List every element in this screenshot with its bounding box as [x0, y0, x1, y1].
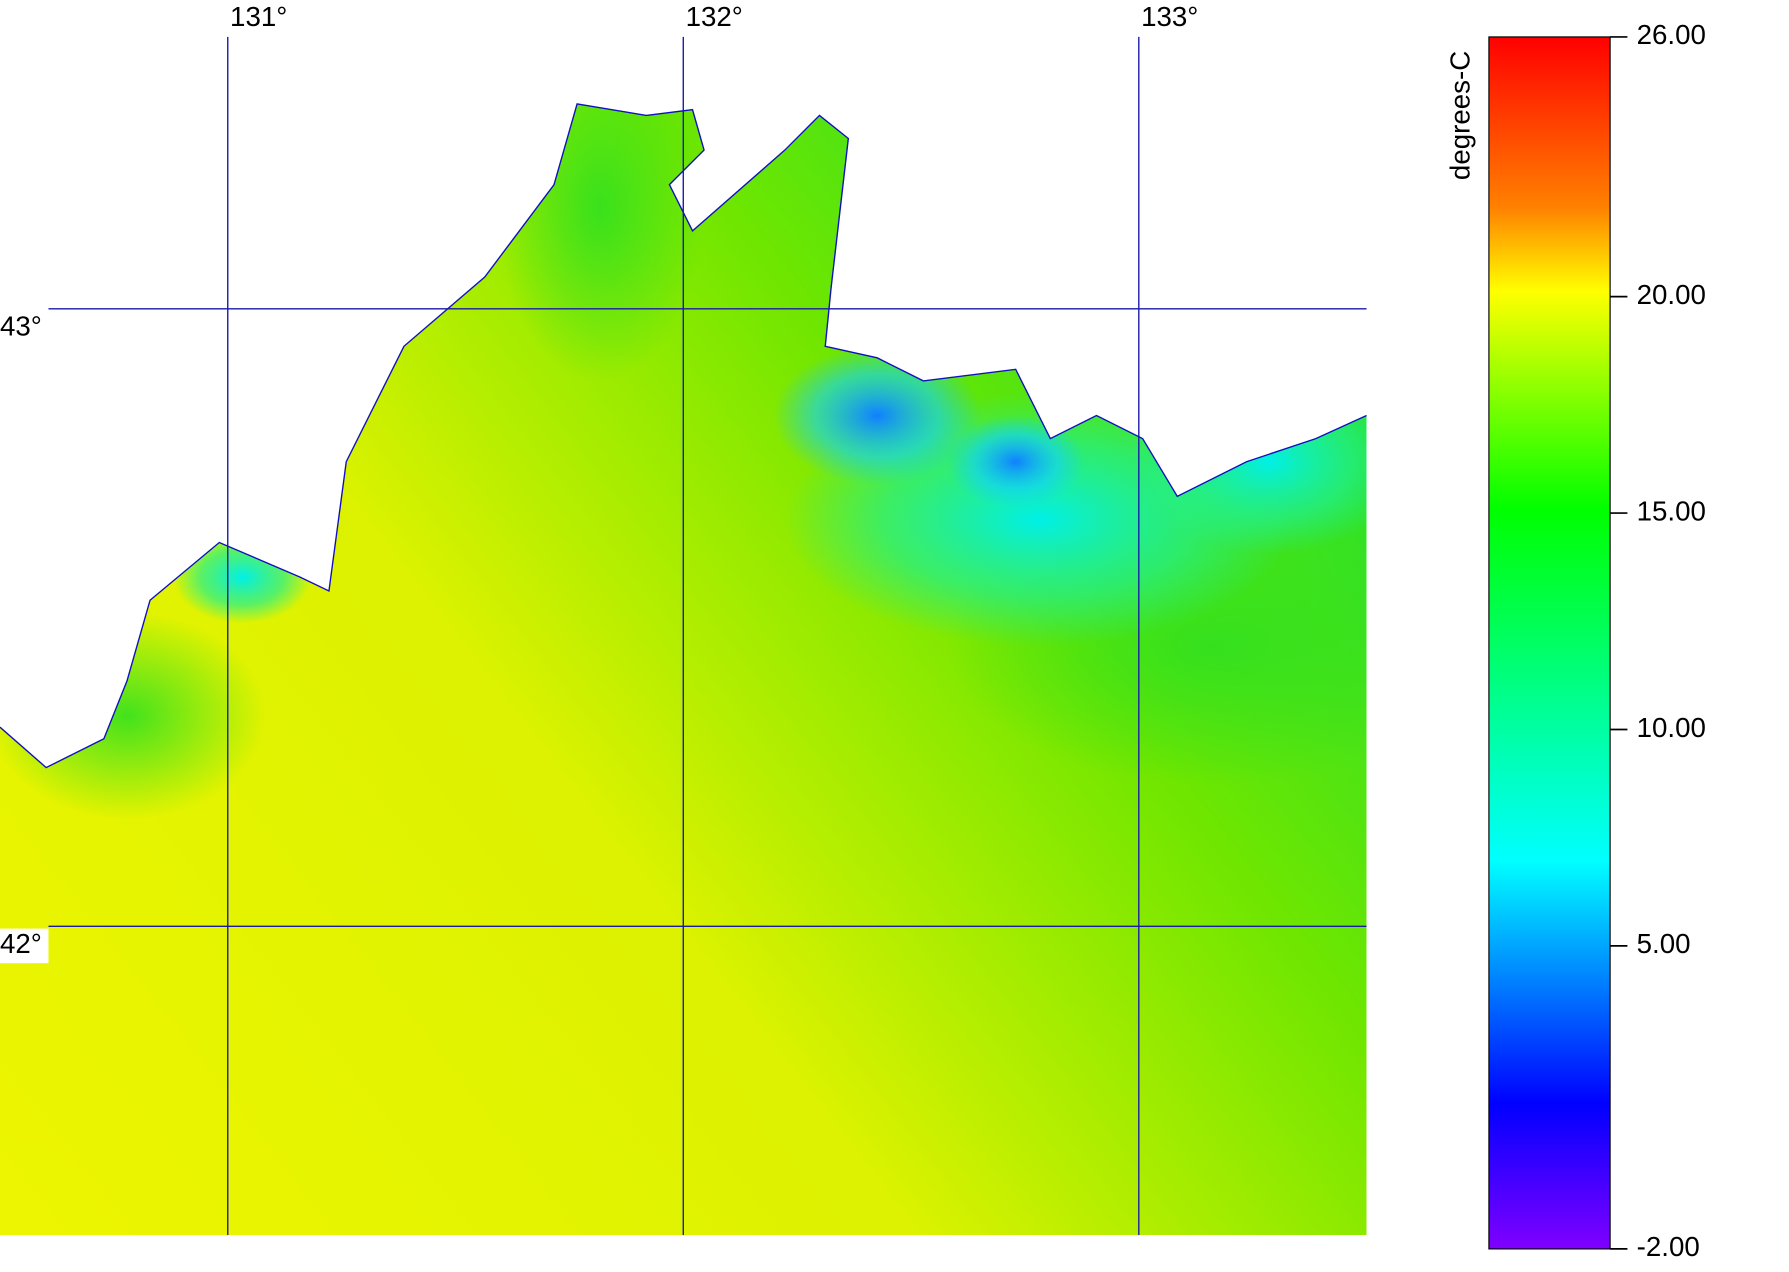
colorbar	[1488, 36, 1611, 1250]
lat-label-bg	[0, 311, 49, 346]
colorbar-tick-label: 5.00	[1637, 928, 1691, 959]
sst-field	[0, 103, 1367, 1236]
lat-label-bg	[0, 928, 49, 964]
colorbar-tick-label: 20.00	[1637, 279, 1706, 310]
colorbar-tick-label: -2.00	[1637, 1231, 1700, 1262]
coastline	[0, 103, 1367, 769]
lon-label: 132°	[686, 1, 743, 32]
colorbar-tick-label: 15.00	[1637, 495, 1706, 526]
colorbar-tick-label: 10.00	[1637, 712, 1706, 743]
lat-label: 43°	[0, 311, 42, 342]
lat-label: 42°	[0, 928, 42, 959]
lon-label: 133°	[1141, 1, 1198, 32]
colorbar-tick-label: 26.00	[1637, 19, 1706, 50]
lon-label: 131°	[230, 1, 287, 32]
colorbar-title: degrees-C	[1445, 51, 1476, 180]
graticule	[48, 36, 1367, 1236]
